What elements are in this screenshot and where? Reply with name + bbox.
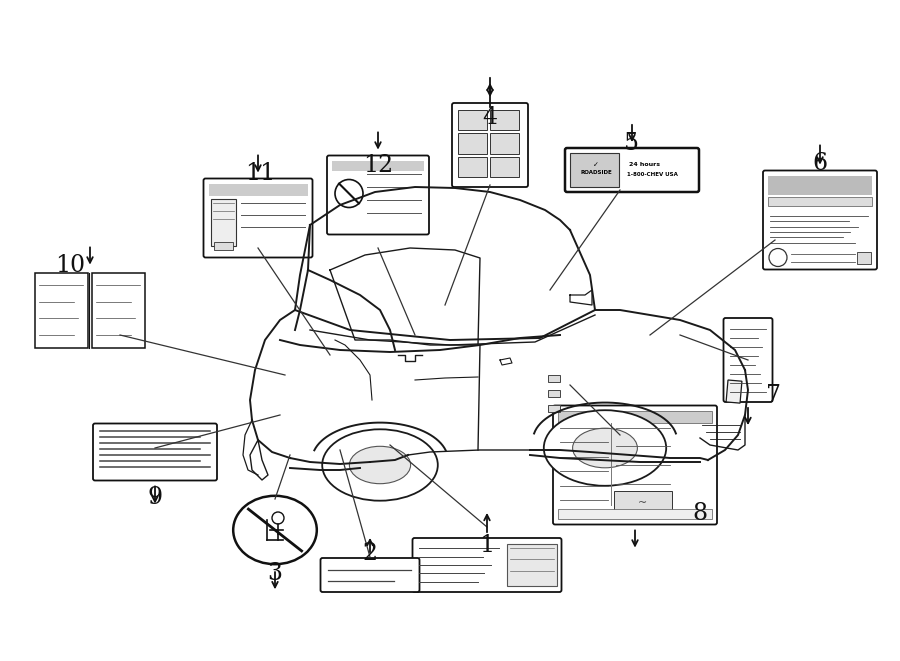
FancyBboxPatch shape: [93, 424, 217, 481]
Circle shape: [769, 249, 787, 266]
Ellipse shape: [322, 429, 437, 500]
Text: 24 hours: 24 hours: [629, 163, 660, 167]
Text: ✓: ✓: [593, 162, 598, 168]
Bar: [209, 184, 308, 196]
Bar: [768, 176, 872, 194]
Bar: [458, 110, 487, 130]
FancyBboxPatch shape: [320, 558, 419, 592]
Ellipse shape: [349, 446, 410, 484]
Text: 12: 12: [363, 153, 393, 176]
Bar: [768, 196, 872, 206]
Bar: [458, 134, 487, 153]
Text: 7: 7: [766, 383, 780, 407]
Circle shape: [335, 180, 363, 208]
Bar: [548, 390, 560, 397]
Bar: [490, 110, 519, 130]
Text: 11: 11: [245, 161, 275, 184]
Bar: [558, 508, 712, 518]
Bar: [508, 544, 556, 586]
Text: 5: 5: [625, 132, 640, 155]
Bar: [332, 161, 424, 171]
FancyBboxPatch shape: [565, 148, 699, 192]
Text: 1-800-CHEV USA: 1-800-CHEV USA: [627, 173, 678, 178]
Bar: [211, 198, 236, 245]
Text: ROADSIDE: ROADSIDE: [580, 169, 612, 175]
Bar: [35, 272, 88, 348]
Circle shape: [272, 512, 284, 524]
Bar: [548, 375, 560, 382]
Bar: [614, 490, 671, 516]
FancyBboxPatch shape: [724, 318, 772, 402]
Text: 9: 9: [148, 486, 163, 510]
Bar: [213, 241, 232, 249]
Bar: [490, 134, 519, 153]
Text: 3: 3: [267, 561, 283, 584]
Text: 6: 6: [813, 151, 828, 175]
Bar: [726, 380, 742, 403]
Bar: [857, 251, 871, 264]
Bar: [92, 272, 145, 348]
Bar: [490, 157, 519, 177]
FancyBboxPatch shape: [452, 103, 528, 187]
Ellipse shape: [233, 496, 317, 564]
FancyBboxPatch shape: [763, 171, 877, 270]
Text: 1: 1: [480, 533, 495, 557]
Text: 8: 8: [692, 502, 707, 524]
Bar: [548, 405, 560, 412]
Text: ~: ~: [638, 498, 647, 508]
Bar: [458, 157, 487, 177]
Text: 4: 4: [482, 106, 498, 130]
FancyBboxPatch shape: [327, 155, 429, 235]
Bar: [570, 153, 619, 187]
Ellipse shape: [572, 428, 637, 468]
Text: 2: 2: [363, 541, 378, 564]
Text: 10: 10: [55, 254, 86, 276]
Bar: [558, 410, 712, 422]
FancyBboxPatch shape: [553, 405, 717, 524]
Ellipse shape: [544, 410, 666, 486]
FancyBboxPatch shape: [412, 538, 562, 592]
FancyBboxPatch shape: [203, 178, 312, 258]
